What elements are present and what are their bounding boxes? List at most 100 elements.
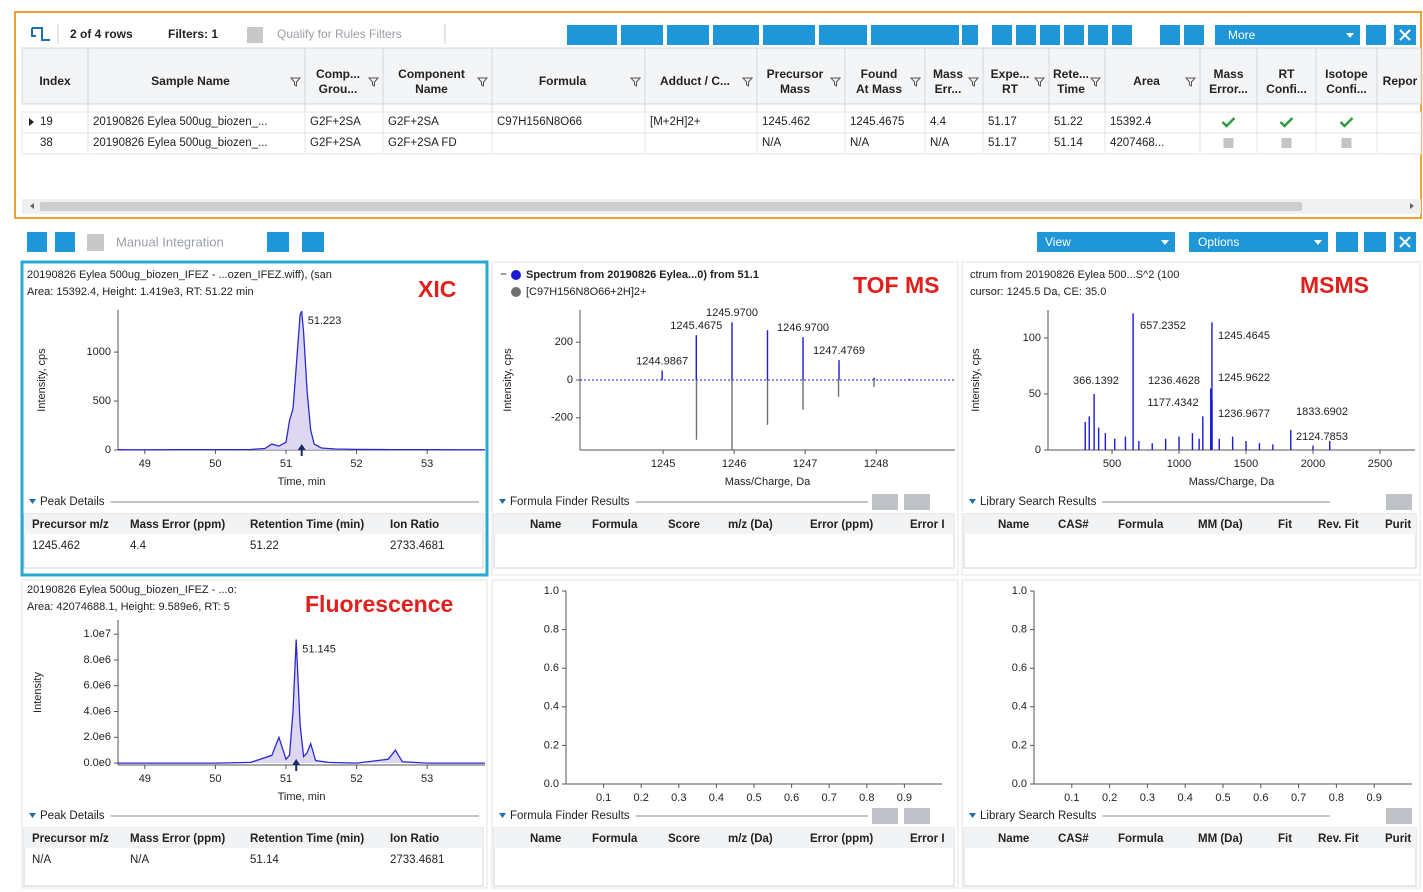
x-tick-label: 49 xyxy=(139,458,151,470)
results-button[interactable] xyxy=(904,808,930,824)
collapse-icon[interactable] xyxy=(969,499,976,504)
button[interactable] xyxy=(819,25,867,45)
button[interactable] xyxy=(1064,25,1084,45)
x-tick-label: 1500 xyxy=(1234,458,1258,470)
button[interactable] xyxy=(1184,25,1204,45)
filter-icon[interactable] xyxy=(967,77,980,87)
results-button[interactable] xyxy=(872,808,898,824)
button[interactable] xyxy=(667,25,709,45)
button[interactable] xyxy=(1364,232,1386,252)
filter-icon[interactable] xyxy=(1033,77,1046,87)
results-title: Peak Details xyxy=(40,496,105,508)
filter-icon[interactable] xyxy=(741,77,754,87)
filter-icon[interactable] xyxy=(1184,77,1197,87)
button[interactable] xyxy=(1040,25,1060,45)
y-tick-label: 0.8 xyxy=(1012,624,1027,636)
button[interactable] xyxy=(1088,25,1108,45)
collapse-icon[interactable] xyxy=(969,813,976,818)
x-tick-label: 51 xyxy=(280,458,292,470)
legend-entry[interactable]: [C97H156N8O66+2H]2+ xyxy=(526,286,646,298)
collapse-icon[interactable] xyxy=(499,813,506,818)
x-tick-label: 0.7 xyxy=(822,792,837,804)
results-column-header: Retention Time (min) xyxy=(250,833,364,845)
results-column-header: Name xyxy=(998,833,1029,845)
peak-marker xyxy=(297,444,306,456)
scroll-thumb[interactable] xyxy=(40,202,1302,211)
button[interactable] xyxy=(621,25,663,45)
button[interactable] xyxy=(992,25,1012,45)
column-header: Name xyxy=(415,82,448,96)
table-cell: 4207468... xyxy=(1110,137,1164,149)
results-column-header: Precursor m/z xyxy=(32,519,109,531)
format-buttons xyxy=(567,25,1204,45)
filter-icon[interactable] xyxy=(629,77,642,87)
options-dropdown[interactable] xyxy=(1189,232,1328,252)
collapse-icon[interactable] xyxy=(29,813,36,818)
y-tick-label: 1.0e7 xyxy=(83,628,111,640)
button[interactable] xyxy=(302,232,324,252)
results-title: Library Search Results xyxy=(980,810,1097,822)
filter-icon[interactable] xyxy=(476,77,489,87)
button[interactable] xyxy=(871,25,959,45)
table-cell: N/A xyxy=(850,137,870,149)
legend-entry[interactable]: Spectrum from 20190826 Eylea...0) from 5… xyxy=(526,269,759,281)
column-header: Grou... xyxy=(319,82,358,96)
collapse-icon[interactable] xyxy=(29,499,36,504)
x-axis-label: Time, min xyxy=(278,476,326,488)
button[interactable] xyxy=(962,25,978,45)
filter-icon[interactable] xyxy=(1089,77,1102,87)
results-button[interactable] xyxy=(1386,494,1412,510)
x-tick-label: 0.4 xyxy=(1178,792,1193,804)
view-dropdown[interactable] xyxy=(1037,232,1175,252)
button[interactable] xyxy=(567,25,617,45)
results-button[interactable] xyxy=(904,494,930,510)
y-tick-label: 0.0 xyxy=(544,778,559,790)
results-column-header: Name xyxy=(998,519,1029,531)
manual-integration-checkbox[interactable] xyxy=(87,234,104,251)
results-column-header: Precursor m/z xyxy=(32,833,109,845)
x-tick-label: 51 xyxy=(280,773,292,785)
button[interactable] xyxy=(1112,25,1132,45)
table-row[interactable] xyxy=(21,132,1422,155)
results-button[interactable] xyxy=(1386,808,1412,824)
x-tick-label: 0.9 xyxy=(897,792,912,804)
more-dropdown[interactable] xyxy=(1215,25,1360,45)
qualify-label: Qualify for Rules Filters xyxy=(277,27,402,41)
results-column-header: Formula xyxy=(1118,833,1164,845)
table-cell: G2F+2SA xyxy=(388,116,439,128)
table-cell: 51.14 xyxy=(1054,137,1083,149)
x-tick-label: 0.2 xyxy=(1102,792,1117,804)
button[interactable] xyxy=(713,25,759,45)
filter-icon[interactable] xyxy=(909,77,922,87)
dropdown-caret xyxy=(1314,240,1322,245)
close-icon xyxy=(1399,236,1411,248)
y-tick-label: 0.4 xyxy=(1012,701,1027,713)
column-header: Adduct / C... xyxy=(660,74,730,88)
peak-label: 2124.7853 xyxy=(1296,431,1348,443)
button[interactable] xyxy=(1366,25,1386,45)
table-cell: 15392.4 xyxy=(1110,116,1152,128)
filter-icon[interactable] xyxy=(289,77,302,87)
results-title: Formula Finder Results xyxy=(510,496,630,508)
y-tick-label: 1.0 xyxy=(1012,585,1027,597)
button[interactable] xyxy=(763,25,815,45)
collapse-icon[interactable] xyxy=(499,499,506,504)
button[interactable] xyxy=(1336,232,1358,252)
column-header: Found xyxy=(861,67,898,81)
results-header xyxy=(494,514,954,534)
results-column-header: Ion Ratio xyxy=(390,833,439,845)
button[interactable] xyxy=(1016,25,1036,45)
y-tick-label: -200 xyxy=(551,412,573,424)
results-column-header: CAS# xyxy=(1058,519,1089,531)
button[interactable] xyxy=(1160,25,1180,45)
button[interactable] xyxy=(55,232,75,252)
filter-icon[interactable] xyxy=(367,77,380,87)
qualify-checkbox[interactable] xyxy=(247,27,263,43)
button[interactable] xyxy=(27,232,47,252)
app-icon[interactable] xyxy=(31,27,50,41)
results-button[interactable] xyxy=(872,494,898,510)
button[interactable] xyxy=(267,232,289,252)
results-column-header: Name xyxy=(530,833,561,845)
filter-icon[interactable] xyxy=(829,77,842,87)
